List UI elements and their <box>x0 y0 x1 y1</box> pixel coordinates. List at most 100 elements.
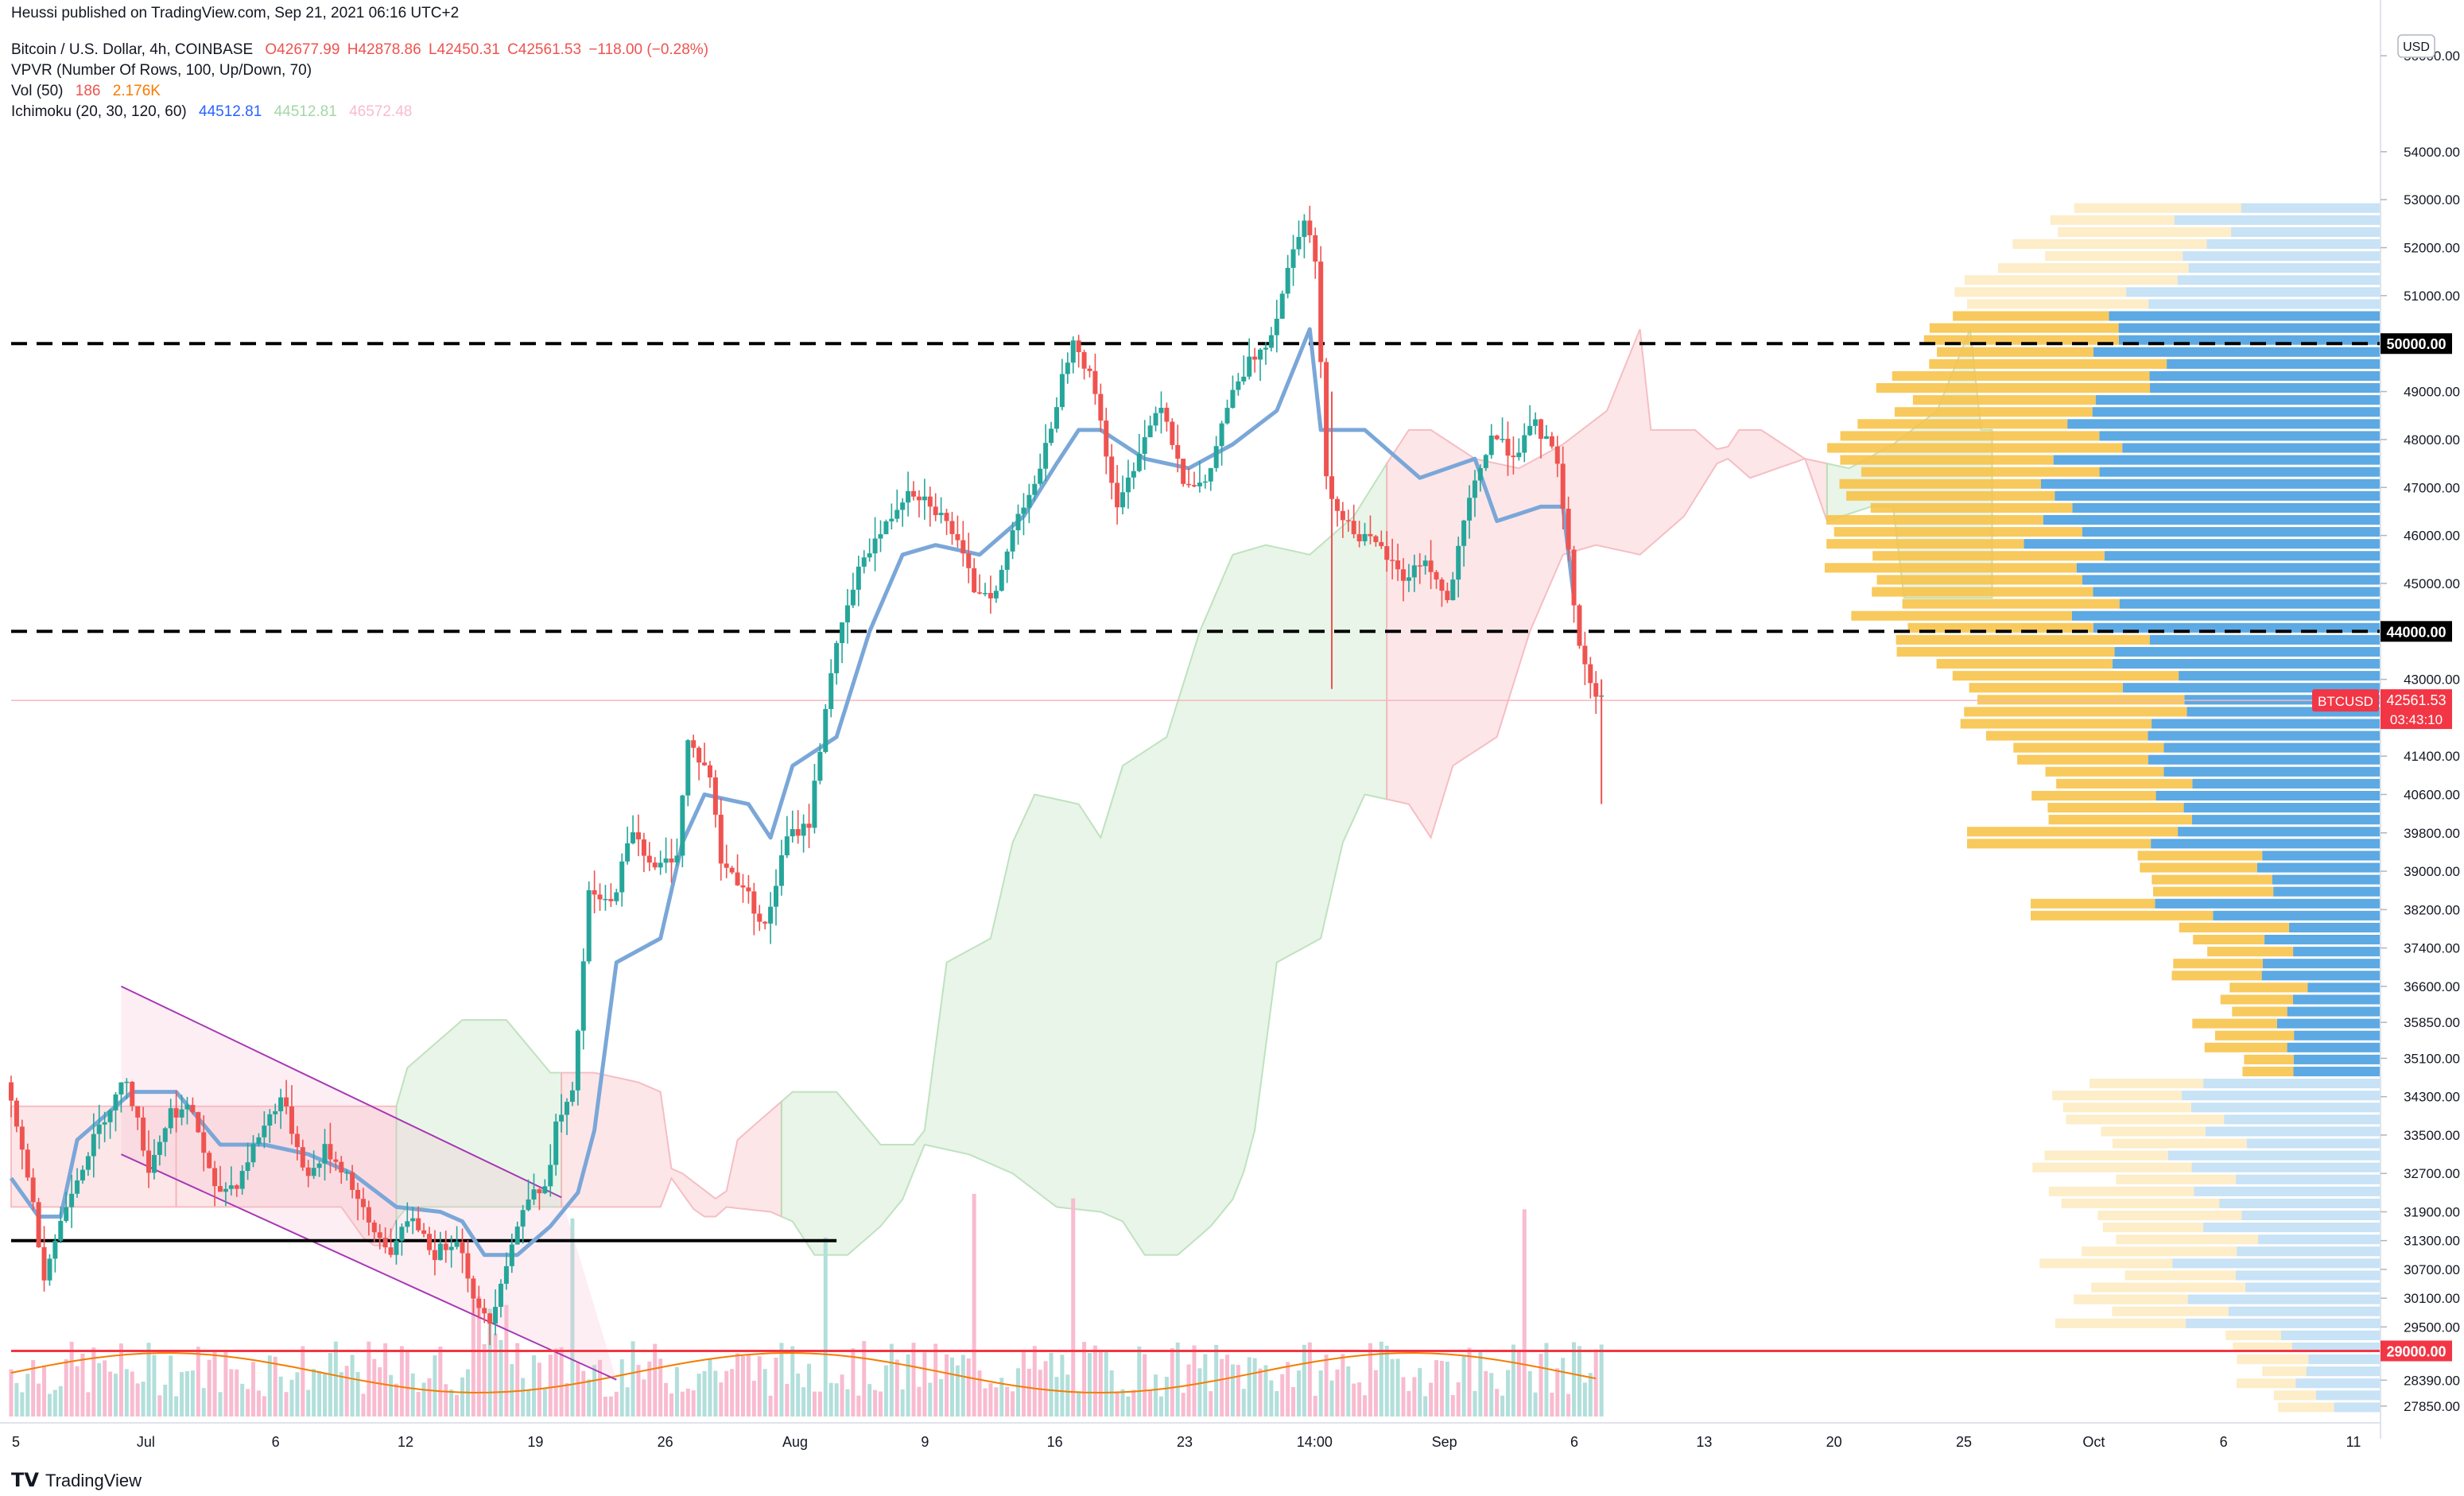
vp-down-bar <box>2137 851 2263 861</box>
volume-bar <box>1181 1393 1185 1417</box>
vp-down-bar <box>1977 695 2185 705</box>
ohlc-close: C42561.53 <box>507 41 582 58</box>
vp-down-bar <box>2214 1030 2295 1041</box>
candle-body <box>1373 536 1379 542</box>
volume-bar <box>647 1361 652 1417</box>
vp-down-bar <box>2032 1162 2192 1172</box>
vp-up-bar <box>2024 539 2381 549</box>
volume-bar <box>262 1396 266 1417</box>
candle-body <box>762 921 768 924</box>
volume-bar <box>1252 1358 1257 1417</box>
symbol-tag: BTCUSD <box>2318 694 2373 709</box>
level-price-label: 44000.00 <box>2386 624 2446 640</box>
volume-bar <box>1296 1370 1301 1417</box>
vp-up-bar <box>2093 587 2381 597</box>
volume-bar <box>691 1390 696 1417</box>
candle-body <box>1477 467 1483 481</box>
vp-up-bar <box>2112 659 2381 669</box>
volume-bar <box>295 1372 300 1417</box>
volume-legend[interactable]: Vol (50) 186 2.176K <box>11 83 169 100</box>
volume-bar <box>879 1391 883 1417</box>
candle-body <box>1533 419 1539 426</box>
volume-bar <box>118 1343 123 1417</box>
vp-up-bar <box>2122 443 2381 453</box>
vp-up-bar <box>2119 599 2381 609</box>
vp-down-bar <box>2017 754 2148 765</box>
candle-body <box>1038 468 1043 484</box>
candle-body <box>1087 368 1092 371</box>
vp-up-bar <box>2315 1390 2381 1401</box>
candle-body <box>416 1218 421 1231</box>
volume-bar <box>1341 1354 1345 1417</box>
volume-bar <box>163 1384 168 1417</box>
candle-body <box>267 1114 273 1126</box>
candle-body <box>889 518 894 521</box>
vp-up-bar <box>2191 815 2381 825</box>
volume-bar <box>1148 1389 1153 1417</box>
vp-up-bar <box>2295 1378 2381 1389</box>
candle-body <box>707 765 712 778</box>
time-tick-label: 14:00 <box>1297 1434 1333 1450</box>
candle-body <box>405 1221 410 1227</box>
candle-body <box>1224 408 1230 424</box>
volume-bar <box>174 1396 179 1417</box>
candle-body <box>52 1240 58 1259</box>
vp-up-bar <box>2262 851 2381 861</box>
candle-body <box>1313 234 1318 262</box>
candle-body <box>768 906 774 924</box>
candle-body <box>366 1207 371 1223</box>
volume-bar <box>740 1356 745 1417</box>
vp-down-bar <box>2207 947 2294 957</box>
candle-body <box>697 747 702 763</box>
time-tick-label: 16 <box>1047 1434 1063 1450</box>
volume-bar <box>212 1350 217 1417</box>
candle-body <box>1379 541 1384 547</box>
vp-down-bar <box>1839 479 2042 489</box>
volume-bar <box>284 1392 289 1417</box>
candle-body <box>977 592 983 594</box>
ohlc-low: L42450.31 <box>428 41 500 58</box>
vpvr-legend[interactable]: VPVR (Number Of Rows, 100, Up/Down, 70) <box>11 62 320 79</box>
volume-ma-line <box>10 1351 1597 1394</box>
volume-bar <box>184 1371 189 1417</box>
vp-up-bar <box>2174 215 2381 225</box>
volume-bar <box>1352 1383 1356 1417</box>
volume-bar <box>576 1362 580 1417</box>
candle-body <box>1345 520 1351 521</box>
candle-body <box>168 1108 173 1129</box>
symbol-title[interactable]: Bitcoin / U.S. Dollar, 4h, COINBASE <box>11 41 254 58</box>
candle-body <box>388 1247 394 1255</box>
candle-body <box>19 1126 25 1150</box>
volume-bar <box>828 1382 833 1417</box>
ichimoku-label: Ichimoku (20, 30, 120, 60) <box>11 103 187 120</box>
candle-body <box>151 1154 157 1173</box>
volume-bar <box>840 1374 844 1417</box>
volume-bar <box>367 1341 371 1417</box>
candle-body <box>514 1227 520 1245</box>
volume-bar <box>31 1359 36 1417</box>
candle-body <box>911 490 917 497</box>
volume-bar <box>1104 1349 1108 1417</box>
vp-down-bar <box>2101 1126 2206 1137</box>
volume-bar <box>218 1392 223 1417</box>
vp-down-bar <box>2220 994 2293 1005</box>
footer-brand[interactable]: 𝗧𝗩 TradingView <box>11 1469 142 1492</box>
volume-bar <box>1269 1380 1274 1417</box>
volume-bar <box>939 1378 944 1417</box>
volume-bar <box>1286 1362 1290 1417</box>
volume-bar <box>856 1395 861 1417</box>
candle-body <box>96 1124 102 1134</box>
candle-body <box>91 1134 96 1157</box>
volume-bar <box>1209 1391 1213 1417</box>
volume-bar <box>1439 1360 1444 1417</box>
ichimoku-legend[interactable]: Ichimoku (20, 30, 120, 60) 44512.81 4451… <box>11 103 420 121</box>
volume-bar <box>1588 1373 1593 1417</box>
vp-down-bar <box>2229 982 2308 993</box>
candle-body <box>674 855 680 862</box>
candle-body <box>580 961 586 1031</box>
vp-up-bar <box>2256 862 2381 873</box>
volume-bar <box>240 1383 245 1417</box>
candle-body <box>239 1171 245 1189</box>
price-tick-label: 31900.00 <box>2404 1204 2460 1219</box>
